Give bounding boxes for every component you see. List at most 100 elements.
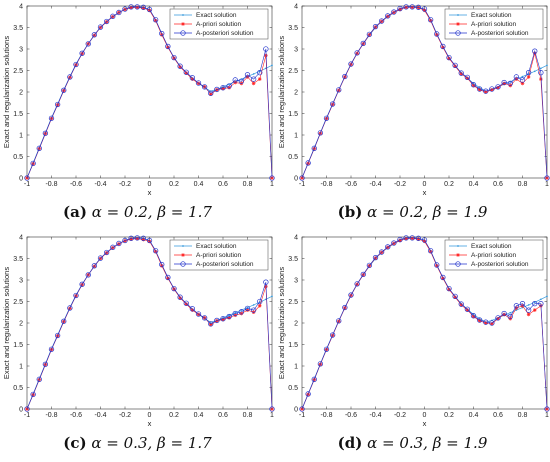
star-stroke [441,45,445,49]
a-posteriori-solution-point [397,5,403,12]
star-stroke [459,72,463,76]
a-posteriori-solution-point [348,61,354,67]
a-posteriori-solution-point [226,83,232,89]
a-posteriori-solution-point [421,6,428,12]
x-tick-label: -1 [24,181,30,188]
y-axis-label: Exact and regularization solutions [2,267,11,379]
exact-solution-point [478,86,481,89]
a-posteriori-solution-point [342,73,348,80]
a-posteriori-solution-point [250,76,257,82]
a-posteriori-solution-point [42,130,49,136]
legend-label: A-priori solution [471,21,517,28]
legend-label: Exact solution [471,12,512,19]
a-posteriori-solution-point [36,376,42,382]
a-posteriori-solution-point [165,274,171,281]
a-posteriori-solution-point [519,77,526,83]
x-tick-label: -0.8 [45,181,57,188]
a-posteriori-solution-point [201,315,208,321]
a-posteriori-solution-point [79,50,85,56]
legend-marker [182,245,184,247]
y-axis-label: Exact and regularization solutions [277,267,286,379]
a-posteriori-solution-point [336,318,342,324]
y-tick-label: 3.5 [288,25,298,32]
a-posteriori-solution-point [220,316,226,322]
a-posteriori-solution-point [171,285,177,292]
legend-marker [181,22,185,26]
exact-solution-point [533,301,536,304]
a-posteriori-solution-point [397,236,403,243]
y-tick-label: 0 [19,176,23,183]
a-posteriori-solution-point [378,249,385,255]
star-stroke [184,302,188,306]
a-posteriori-solution-point [544,175,550,181]
star-stroke [209,323,213,327]
a-posteriori-solution-point [538,300,544,307]
a-posteriori-solution-point [476,317,483,323]
a-posteriori-solution-point [336,87,342,93]
star-stroke [245,308,250,312]
a-posteriori-solution-point [79,281,85,287]
a-posteriori-solution-point [238,78,245,84]
x-tick-label: 0.4 [469,181,479,188]
a-posteriori-solution-point [214,317,220,324]
exact-solution-point [540,67,542,70]
a-posteriori-solution-point [525,69,532,76]
a-posteriori-solution-point [85,272,91,278]
a-posteriori-solution-point [458,301,464,307]
y-tick-label: 4 [294,4,298,11]
subplot-d: -1 -0.8 -0.6 -0.4 -0.2 0 0.2 0.4 0.6 0.8 1 0 0.5 1 1.5… [275,231,550,462]
y-tick-label: 0.5 [288,385,298,392]
a-posteriori-solution-point [165,43,171,50]
a-posteriori-solution-point [159,261,165,268]
a-posteriori-solution-point [299,175,305,181]
legend-label: Exact solution [196,243,237,250]
star-stroke [264,53,268,57]
caption-tag: (c) [63,434,87,452]
a-priori-solution-point [233,313,238,318]
legend-marker [456,22,460,26]
caption-beta: β = 1.9 [432,434,488,452]
star-stroke [441,276,445,280]
a-posteriori-solution-point [232,77,238,83]
a-posteriori-solution-point [354,50,360,56]
star-stroke [459,303,463,307]
y-tick-label: 3.5 [288,256,298,263]
exact-solution-point [246,306,249,309]
exact-solution-point [546,64,548,67]
exact-solution-point [509,311,512,314]
a-posteriori-solution-point [391,240,397,246]
y-tick-label: 3 [294,278,298,285]
a-priori-solution-point [532,308,537,312]
a-posteriori-solution-point [244,72,251,78]
legend: Exact solution A-priori solution A-posteri… [444,8,544,40]
y-tick-label: 2.5 [288,68,298,75]
star-stroke [252,81,256,85]
x-tick-label: 0.6 [493,412,503,419]
a-posteriori-solution-point [159,30,165,37]
a-posteriori-solution-point [434,31,440,37]
star-stroke [527,312,531,316]
y-tick-label: 1 [294,364,298,371]
a-posteriori-solution-point [385,244,391,250]
y-tick-label: 0 [19,407,23,414]
y-tick-label: 1.5 [13,111,23,118]
a-posteriori-solution-point [427,248,434,254]
a-posteriori-solution-point [146,237,153,244]
caption-tag: (b) [337,203,363,221]
a-posteriori-solution-point [189,75,196,81]
y-tick-label: 3 [19,278,23,285]
a-posteriori-solution-point [116,240,122,247]
y-tick-label: 3.5 [13,256,23,263]
a-posteriori-solution-point [189,306,196,312]
star-stroke [527,75,531,79]
a-posteriori-solution-point [263,279,269,285]
y-tick-label: 1 [19,133,23,140]
subplot-b: -1 -0.8 -0.6 -0.4 -0.2 0 0.2 0.4 0.6 0.8 1 0 0.5 1 1.5… [275,0,550,231]
exact-solution-point [533,70,536,73]
x-tick-label: 0.8 [518,412,528,419]
x-tick-label: -0.2 [394,181,406,188]
a-posteriori-solution-point [470,82,477,88]
a-priori-solution-point [257,77,262,81]
a-posteriori-solution-point [263,46,269,52]
y-tick-label: 2.5 [13,299,23,306]
